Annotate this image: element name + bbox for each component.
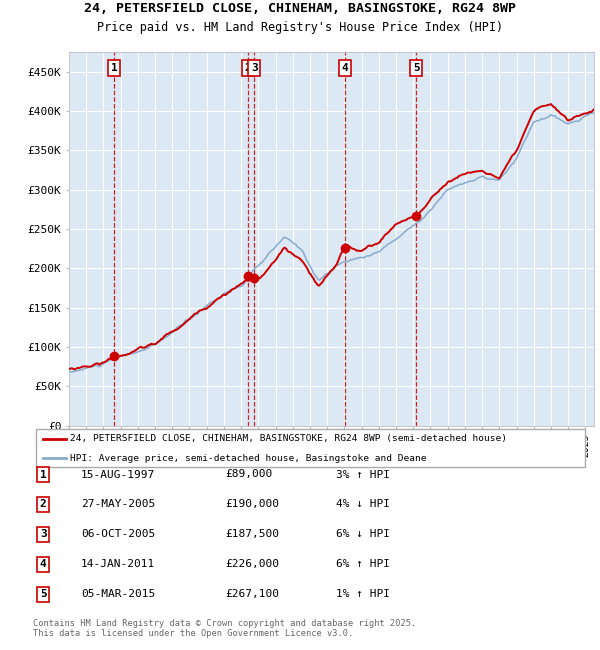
Text: 06-OCT-2005: 06-OCT-2005 xyxy=(81,529,155,539)
Text: 5: 5 xyxy=(40,589,47,599)
Text: 1: 1 xyxy=(111,63,118,73)
Text: 3: 3 xyxy=(40,529,47,539)
Text: 3: 3 xyxy=(251,63,257,73)
Text: 4: 4 xyxy=(342,63,349,73)
Text: £226,000: £226,000 xyxy=(225,559,279,569)
Text: 4% ↓ HPI: 4% ↓ HPI xyxy=(336,499,390,510)
Text: 6% ↓ HPI: 6% ↓ HPI xyxy=(336,529,390,539)
Text: 1% ↑ HPI: 1% ↑ HPI xyxy=(336,589,390,599)
Text: 27-MAY-2005: 27-MAY-2005 xyxy=(81,499,155,510)
Text: Contains HM Land Registry data © Crown copyright and database right 2025.
This d: Contains HM Land Registry data © Crown c… xyxy=(33,619,416,638)
Text: 14-JAN-2011: 14-JAN-2011 xyxy=(81,559,155,569)
Text: 05-MAR-2015: 05-MAR-2015 xyxy=(81,589,155,599)
Text: £89,000: £89,000 xyxy=(225,469,272,480)
Text: 1: 1 xyxy=(40,469,47,480)
Text: £190,000: £190,000 xyxy=(225,499,279,510)
FancyBboxPatch shape xyxy=(36,429,585,467)
Text: £187,500: £187,500 xyxy=(225,529,279,539)
Text: 5: 5 xyxy=(413,63,419,73)
Text: Price paid vs. HM Land Registry's House Price Index (HPI): Price paid vs. HM Land Registry's House … xyxy=(97,21,503,34)
Text: 4: 4 xyxy=(40,559,47,569)
Text: 15-AUG-1997: 15-AUG-1997 xyxy=(81,469,155,480)
Text: 2: 2 xyxy=(40,499,47,510)
Text: HPI: Average price, semi-detached house, Basingstoke and Deane: HPI: Average price, semi-detached house,… xyxy=(70,454,427,463)
Text: 6% ↑ HPI: 6% ↑ HPI xyxy=(336,559,390,569)
Text: 24, PETERSFIELD CLOSE, CHINEHAM, BASINGSTOKE, RG24 8WP (semi-detached house): 24, PETERSFIELD CLOSE, CHINEHAM, BASINGS… xyxy=(70,434,507,443)
Text: 2: 2 xyxy=(245,63,251,73)
Text: 24, PETERSFIELD CLOSE, CHINEHAM, BASINGSTOKE, RG24 8WP: 24, PETERSFIELD CLOSE, CHINEHAM, BASINGS… xyxy=(84,1,516,14)
Text: £267,100: £267,100 xyxy=(225,589,279,599)
Text: 3% ↑ HPI: 3% ↑ HPI xyxy=(336,469,390,480)
